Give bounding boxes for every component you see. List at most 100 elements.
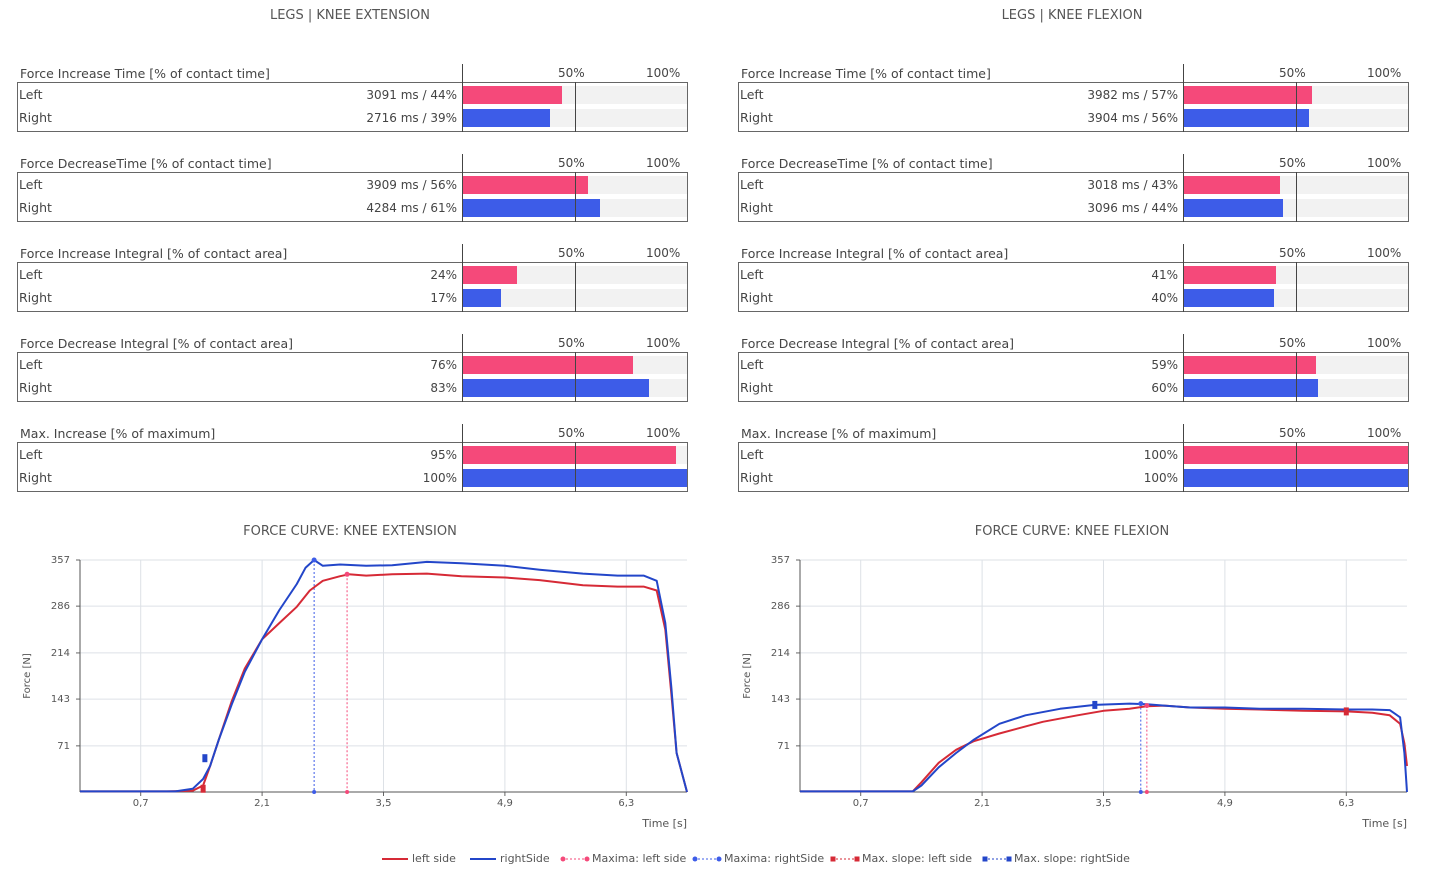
y-tick-label: 357 [771,555,790,566]
bar-area-divider [462,172,463,222]
legend-swatch [560,856,590,862]
row-value: 41% [1151,268,1178,282]
tick-100-label: 100% [1367,156,1402,170]
legend-label: Maxima: rightSide [724,852,825,865]
tick-50-label: 50% [1279,426,1306,440]
metric-panel: Force Increase Time [% of contact time] 5… [17,64,688,132]
bar-area-divider [462,352,463,402]
percentage-bar [1184,379,1319,397]
legend-item: rightSide [468,852,550,865]
row-label: Right [740,290,773,305]
tick-50-label: 50% [1279,336,1306,350]
row-label: Left [19,267,43,282]
percentage-bar [463,109,551,127]
tick-100-label: 100% [1367,246,1402,260]
y-axis-label: Force [N] [742,653,753,699]
row-value: 3982 ms / 57% [1087,88,1178,102]
tick-100-label: 100% [1367,336,1402,350]
metric-separator [1183,154,1184,172]
midpoint-line [575,352,576,402]
row-value: 40% [1151,291,1178,305]
right-side-line [80,559,688,793]
y-tick-label: 143 [771,694,790,705]
row-label: Left [19,357,43,372]
row-value: 3091 ms / 44% [366,88,457,102]
metric-separator [1183,244,1184,262]
x-tick-label: 0,7 [133,798,149,809]
row-label: Right [740,110,773,125]
tick-100-label: 100% [1367,66,1402,80]
y-tick-label: 214 [51,648,70,659]
maxima-right-point [1138,701,1144,707]
y-tick-label: 214 [771,648,790,659]
row-value: 60% [1151,381,1178,395]
legend-label: Max. slope: rightSide [1014,852,1130,865]
row-label: Right [740,380,773,395]
metric-panel: Force Decrease Integral [% of contact ar… [738,334,1409,402]
force-curve-extension-chart: 0,7 2,1 3,5 4,9 6,3 71 143 214 286 357 Time [s] For… [22,555,688,830]
row-label: Left [19,447,43,462]
max-slope-left-marker [1343,707,1349,716]
metric-box [17,82,688,132]
tick-50-label: 50% [1279,246,1306,260]
metric-separator [462,334,463,352]
percentage-bar [1184,289,1274,307]
maxima-left-base [1144,790,1149,794]
row-label: Right [19,470,52,485]
row-label: Left [740,87,764,102]
metric-title: Force Increase Time [% of contact time] [741,66,991,81]
maxima-left-point [1144,703,1150,709]
metric-box [738,352,1409,402]
metric-panel: Force Decrease Integral [% of contact ar… [17,334,688,402]
tick-50-label: 50% [558,66,585,80]
maxima-left-point [344,571,350,577]
metric-separator [462,424,463,442]
x-tick-label: 0,7 [853,798,869,809]
metric-box [17,442,688,492]
row-label: Right [740,470,773,485]
metric-box [738,442,1409,492]
x-axis-label: Time [s] [1361,817,1407,830]
x-tick-label: 3,5 [1096,798,1112,809]
row-label: Left [740,177,764,192]
metric-title: Force Decrease Integral [% of contact ar… [20,336,294,351]
tick-50-label: 50% [558,156,585,170]
row-value: 4284 ms / 61% [366,201,457,215]
midpoint-line [575,262,576,312]
metric-box [17,262,688,312]
x-tick-label: 3,5 [376,798,392,809]
tick-50-label: 50% [558,336,585,350]
legend-item: Max. slope: left side [830,852,972,865]
y-axis-label: Force [N] [22,653,33,699]
tick-50-label: 50% [1279,156,1306,170]
bar-area-divider [1183,352,1184,402]
metric-panel: Force DecreaseTime [% of contact time] 50… [738,154,1409,222]
metric-title: Max. Increase [% of maximum] [741,426,937,441]
percentage-bar [463,86,562,104]
x-tick-label: 2,1 [254,798,270,809]
maxima-right-base [1138,790,1143,794]
midpoint-line [575,82,576,132]
chart-title-extension: FORCE CURVE: KNEE EXTENSION [243,524,457,539]
percentage-bar [463,446,676,464]
row-value: 59% [1151,358,1178,372]
row-value: 100% [1143,448,1178,462]
percentage-bar [1184,86,1312,104]
metric-panel: Max. Increase [% of maximum] 50% 100% Left 9… [17,424,688,492]
tick-50-label: 50% [558,246,585,260]
row-label: Left [19,87,43,102]
legend-label: left side [412,852,456,865]
percentage-bar [463,199,600,217]
row-value: 100% [1143,471,1178,485]
chart-title-flexion: FORCE CURVE: KNEE FLEXION [974,524,1170,539]
percentage-bar [1184,109,1310,127]
row-label: Left [740,447,764,462]
row-label: Right [740,200,773,215]
percentage-bar [463,356,634,374]
x-tick-label: 4,9 [1217,798,1233,809]
metric-separator [462,244,463,262]
maxima-right-point [311,557,317,563]
row-value: 24% [430,268,457,282]
percentage-bar [1184,199,1283,217]
midpoint-line [575,172,576,222]
